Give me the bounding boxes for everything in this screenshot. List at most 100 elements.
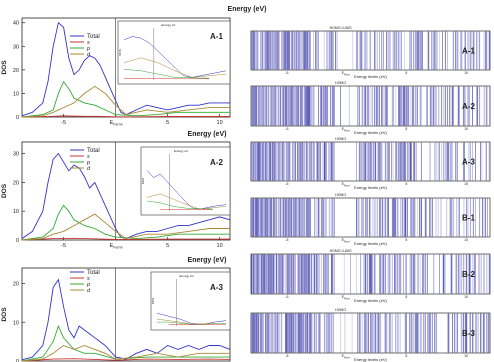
inset-ylabel: DOS (151, 298, 155, 305)
panel-label: B-1 (462, 214, 475, 223)
panel-label: B-2 (462, 270, 475, 279)
energy-axis-label: Energy levels (eV) (354, 357, 387, 362)
y-tick-label: 20 (13, 180, 19, 186)
energy-tick-label: -5 (285, 295, 288, 299)
inset-series-Total (146, 170, 227, 210)
panel-label: A-1 (210, 32, 223, 41)
energy-axis-label: Energy levels (eV) (354, 74, 387, 79)
inset-ylabel: DOS (141, 178, 145, 185)
y-tick-label: 30 (13, 44, 19, 50)
series-line-Total (21, 278, 231, 361)
energy-fermi-label: EFermi (342, 238, 351, 244)
inset-series-d (123, 57, 227, 78)
energy-tick-label: 5 (405, 71, 407, 75)
inset-series-p (123, 68, 210, 79)
panel-label: A-3 (462, 158, 475, 167)
orbital-panel-frame (250, 85, 491, 127)
series-line-d (21, 85, 230, 118)
y-tick-label: 0 (16, 115, 19, 121)
inset-series-d (146, 193, 227, 210)
y-tick-label: 20 (13, 68, 19, 74)
legend-entry: Total (87, 34, 100, 40)
y-axis-label: DOS (1, 60, 8, 75)
x-tick-label: 10 (217, 120, 223, 126)
energy-fermi-label: EFermi (342, 295, 351, 301)
legend-entry: Total (87, 148, 100, 154)
inset-title: Energy eV (161, 23, 175, 27)
x-tick-label: 5 (166, 243, 169, 249)
y-axis-label: DOS (1, 307, 8, 322)
legend-entry: s (87, 276, 90, 282)
energy-tick-label: 10 (464, 354, 468, 358)
panel-label: B-3 (462, 329, 475, 338)
energy-tick-label: -5 (285, 182, 288, 186)
series-line-s (21, 358, 231, 362)
x-tick-label: -5 (61, 243, 66, 249)
inset-frame (117, 20, 231, 85)
homo-lumo-label: HOMO (335, 308, 346, 312)
y-axis-label: DOS (1, 183, 8, 198)
y-tick-label: 10 (13, 91, 19, 97)
chart-title: Energy (eV) (228, 6, 267, 13)
y-tick-label: 20 (13, 282, 19, 288)
energy-tick-label: 10 (464, 295, 468, 299)
inset-title: Energy eV (180, 274, 194, 278)
energy-fermi-label: EFermi (342, 182, 351, 188)
energy-tick-label: -5 (285, 354, 288, 358)
legend-entry: d (87, 166, 91, 172)
panel-label: A-1 (462, 47, 475, 56)
energy-fermi-label: EFermi (342, 71, 351, 77)
energy-axis-label: Energy levels (eV) (354, 185, 387, 190)
chart-title: Energy (eV) (188, 257, 227, 264)
series-line-s (21, 115, 230, 118)
x-tick-label: 10 (217, 243, 223, 249)
y-tick-label: 0 (16, 238, 19, 244)
y-tick-label: 10 (13, 209, 19, 215)
energy-axis-label: Energy levels (eV) (354, 241, 387, 246)
panel-label: A-2 (462, 102, 475, 111)
homo-lumo-label: HOMO (335, 81, 346, 85)
energy-tick-label: 10 (464, 182, 468, 186)
legend-entry: s (87, 154, 90, 160)
energy-tick-label: -5 (285, 127, 288, 131)
inset-frame (140, 146, 231, 216)
x-tick-label-fermi: EFermi (110, 120, 123, 127)
legend-entry: p (86, 160, 90, 166)
orbital-panel-frame (250, 30, 491, 71)
series-line-d (21, 213, 230, 241)
series-line-d (21, 344, 230, 362)
inset-series-Total (156, 313, 227, 325)
legend-entry: Total (87, 270, 100, 276)
energy-tick-label: 5 (405, 238, 407, 242)
series-line-Total (21, 152, 231, 240)
legend-entry: d (87, 52, 91, 58)
x-tick-label-fermi: EFermi (110, 243, 123, 250)
energy-tick-label: 10 (464, 238, 468, 242)
y-tick-label: 30 (13, 152, 19, 158)
series-line-p (21, 80, 230, 118)
inset-series-d (156, 318, 215, 325)
panel-label: A-3 (210, 283, 223, 292)
chart-title: Energy (eV) (188, 131, 227, 138)
homo-lumo-label: HOMO (335, 137, 346, 141)
energy-tick-label: 10 (464, 71, 468, 75)
energy-tick-label: 5 (405, 182, 407, 186)
inset-series-p (146, 200, 213, 210)
energy-tick-label: -5 (285, 238, 288, 242)
energy-fermi-label: EFermi (342, 127, 351, 133)
legend-entry: s (87, 40, 90, 46)
y-tick-label: 0 (16, 359, 19, 362)
energy-tick-label: 5 (405, 127, 407, 131)
homo-lumo-label: HOMO LUMO (330, 249, 352, 253)
energy-fermi-label: EFermi (342, 354, 351, 360)
legend-entry: p (86, 46, 90, 52)
energy-tick-label: 5 (405, 354, 407, 358)
homo-lumo-label: HOMO LUMO (330, 26, 352, 30)
homo-lumo-label: HOMO (335, 193, 346, 197)
inset-ylabel: DOS (118, 49, 122, 56)
energy-tick-label: 5 (405, 295, 407, 299)
energy-axis-label: Energy levels (eV) (354, 130, 387, 135)
x-tick-label: -5 (61, 120, 66, 126)
legend-entry: d (87, 288, 91, 294)
y-tick-label: 40 (13, 21, 19, 27)
